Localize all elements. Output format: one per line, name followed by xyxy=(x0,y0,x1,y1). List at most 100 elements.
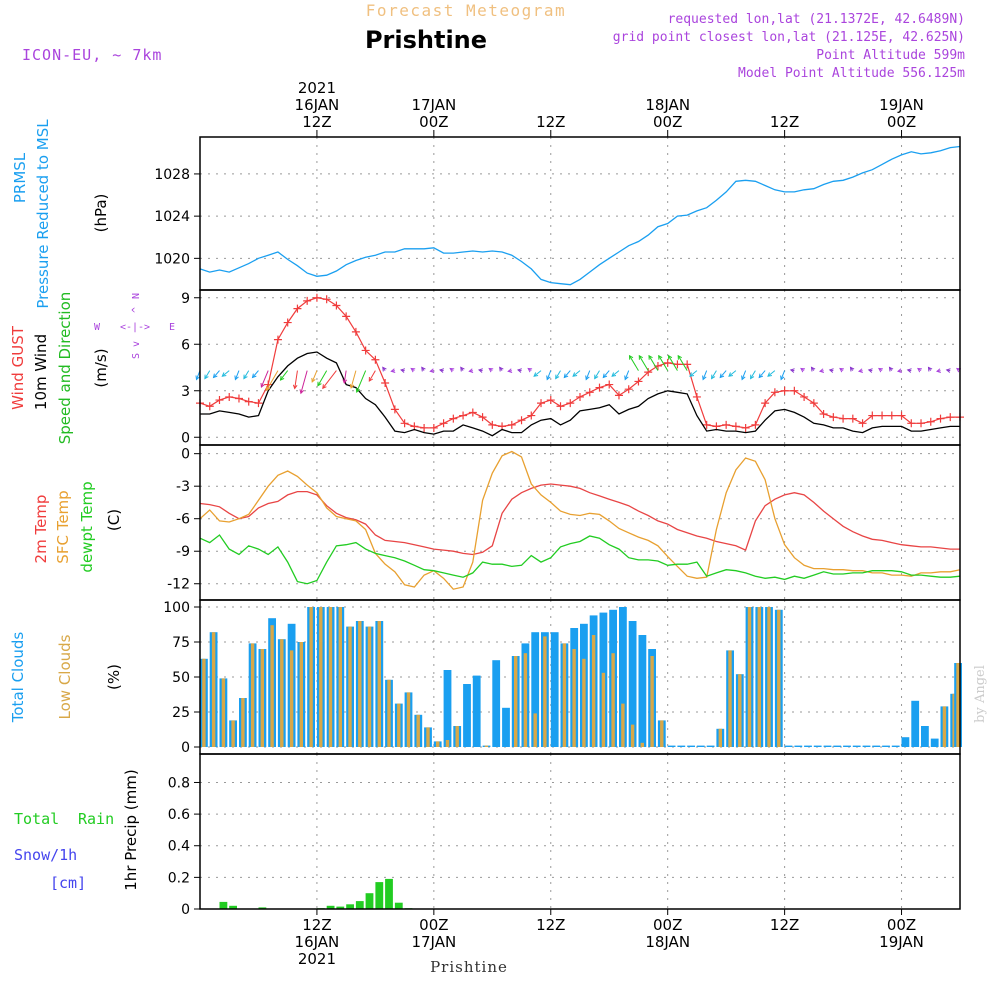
gust-marker xyxy=(205,402,214,411)
wind-direction-arrow xyxy=(689,370,698,377)
wind-direction-arrow xyxy=(611,370,620,377)
wind-direction-arrow xyxy=(767,370,776,377)
wind-direction-arrow xyxy=(322,370,337,389)
pressure-ytick-label: 1028 xyxy=(154,167,190,183)
wind-direction-arrowhead xyxy=(702,375,707,381)
wind-direction-arrow xyxy=(780,370,786,380)
total-clouds-label: Total Clouds xyxy=(9,632,27,724)
top-axis-label: 16JAN xyxy=(295,96,340,114)
precip-ytick-label: 0.8 xyxy=(168,775,190,791)
precip-ylabel: 1hr Precip (mm) xyxy=(122,769,140,890)
wind-direction-arrowhead xyxy=(488,367,494,373)
low-clouds-bar xyxy=(338,607,342,747)
wind-direction-arrowhead xyxy=(349,383,355,389)
legend-cm: [cm] xyxy=(50,874,86,892)
low-clouds-bar xyxy=(956,663,960,747)
wind-direction-arrowhead xyxy=(234,375,239,381)
wind-direction-arrow xyxy=(728,370,737,377)
gust-marker xyxy=(566,399,575,408)
low-clouds-bar xyxy=(250,643,255,747)
location-title: Prishtine xyxy=(365,26,487,54)
gust-marker xyxy=(663,358,672,367)
bottom-axis-label: 16JAN xyxy=(295,933,340,951)
total-clouds-bar xyxy=(531,632,540,747)
gust-marker xyxy=(342,312,351,321)
low-clouds-bar xyxy=(211,632,216,747)
wind-direction-arrowhead xyxy=(927,366,933,372)
gust-marker xyxy=(887,411,896,420)
wind-direction-arrowhead xyxy=(896,368,902,373)
low-clouds-bar xyxy=(543,636,547,747)
wind-direction-arrowhead xyxy=(555,374,560,380)
meteogram-panels: 1020 1024 1028 0 3 6 9 0 -3 -6 -9 -12 0 25 50 75 100 0 0.2… xyxy=(154,136,964,918)
wind-direction-arrowhead xyxy=(516,368,522,373)
total-clouds-bar xyxy=(619,607,627,747)
low-clouds-bar xyxy=(572,649,576,747)
gust-marker xyxy=(741,423,750,432)
total-clouds-bar xyxy=(794,745,803,747)
low-clouds-bar xyxy=(406,692,411,747)
temp-dewpt-label: dewpt Temp xyxy=(78,481,96,572)
gust-marker xyxy=(546,396,555,405)
gust-marker xyxy=(283,318,292,327)
temp-unit: (C) xyxy=(105,509,123,531)
rain-bar xyxy=(336,906,345,909)
total-clouds-bar xyxy=(891,745,900,747)
wind-label: 10m Wind xyxy=(32,334,50,410)
precip-axis-title: Total Rain Snow/1h [cm] 1hr Precip (mm) xyxy=(14,769,140,892)
precip-frame xyxy=(199,753,961,910)
gust-marker xyxy=(312,293,321,302)
legend-total: Total xyxy=(14,810,59,828)
total-clouds-bar xyxy=(472,675,481,747)
low-clouds-bar xyxy=(640,742,644,747)
low-clouds-bar xyxy=(757,607,761,747)
low-clouds-bar xyxy=(942,706,947,747)
wind-direction-arrow xyxy=(658,355,669,371)
wind-direction-arrowhead xyxy=(818,368,825,373)
total-clouds-bar xyxy=(696,745,705,747)
gust-marker xyxy=(907,419,916,428)
low-clouds-bar xyxy=(514,656,518,747)
gust-marker xyxy=(780,386,789,395)
wind-direction-arrow xyxy=(546,370,552,380)
model-point-altitude: Model Point Altitude 556.125m xyxy=(738,66,965,81)
temp-ytick-label: -12 xyxy=(167,577,190,593)
wind-direction-arrowhead xyxy=(728,372,733,377)
compass-east: E xyxy=(169,322,175,333)
bottom-axis-label: 12Z xyxy=(302,916,331,934)
gust-marker xyxy=(400,419,409,428)
gust-marker xyxy=(273,335,282,344)
wind-direction-arrow xyxy=(594,370,600,379)
wind-direction-arrow xyxy=(300,370,308,394)
wind-direction-arrowhead xyxy=(438,368,445,373)
total-clouds-bar xyxy=(911,700,920,747)
wind-direction-arrowhead xyxy=(342,379,348,385)
wind-direction-arrowhead xyxy=(602,373,608,379)
wind-axis-title: Wind GUST 10m Wind Speed and Direction (… xyxy=(9,292,110,445)
low-clouds-bar xyxy=(241,698,245,747)
rain-bar xyxy=(219,901,228,909)
total-clouds-bar xyxy=(804,745,812,747)
compass-horizontal: <-|-> xyxy=(120,322,150,333)
pressure-series-line xyxy=(199,145,961,286)
wind-direction-arrow xyxy=(555,370,561,379)
wind-direction-arrowhead xyxy=(810,366,816,372)
wind-direction-arrowhead xyxy=(299,389,305,395)
clouds-axis-title: Total Clouds Low Clouds (%) xyxy=(9,632,123,724)
total-clouds-bar xyxy=(443,670,452,747)
wind-direction-arrowhead xyxy=(917,367,922,373)
low-clouds-bar xyxy=(260,649,264,747)
wind-direction-arrow xyxy=(343,370,347,384)
gust-marker xyxy=(692,392,701,401)
total-clouds-bar xyxy=(930,738,939,747)
pressure-unit: (hPa) xyxy=(92,194,110,233)
wind-direction-arrowhead xyxy=(906,368,912,373)
wind-direction-arrow xyxy=(294,370,298,389)
low-clouds-bar xyxy=(533,713,537,747)
wind-direction-arrowhead xyxy=(689,372,695,377)
temp-axis-title: 2m Temp SFC Temp dewpt Temp (C) xyxy=(32,481,123,572)
wind-direction-arrowhead xyxy=(878,367,883,373)
wind-direction-arrowhead xyxy=(945,368,951,373)
